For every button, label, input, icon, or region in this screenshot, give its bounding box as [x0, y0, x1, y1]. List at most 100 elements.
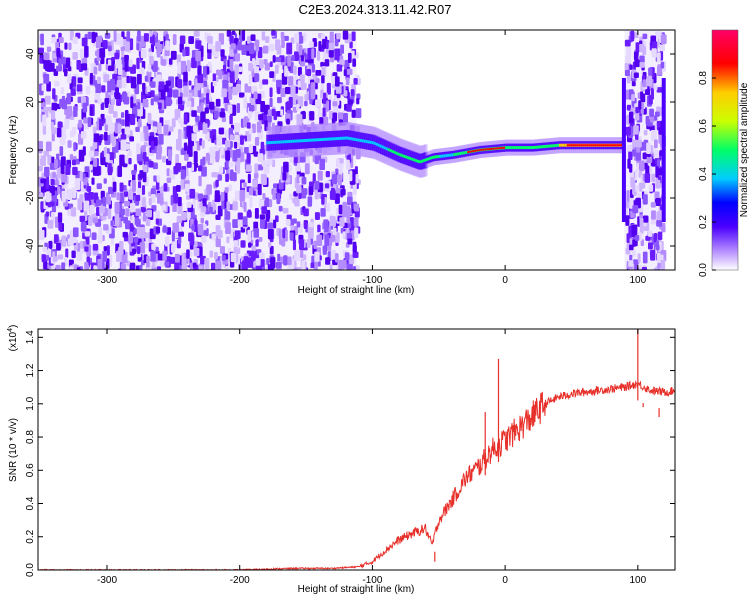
spectrogram-cell	[200, 111, 206, 122]
spectrogram-cell	[172, 203, 177, 213]
spectrogram-cell	[300, 82, 307, 90]
spectrogram-cell	[645, 235, 651, 241]
spectrogram-cell	[65, 163, 71, 175]
spectrogram-cell	[121, 269, 126, 270]
spectrogram-cell	[45, 178, 50, 190]
spectrogram-cell	[271, 159, 276, 168]
spectrogram-cell	[114, 201, 120, 214]
spectrogram-cell	[254, 73, 260, 82]
spectrogram-cell	[304, 163, 310, 175]
spectrogram-cell	[154, 136, 158, 146]
spectrogram-cell	[51, 212, 55, 223]
spectrogram-cell	[218, 127, 224, 135]
x-tick-label: 100	[629, 275, 646, 286]
spectrogram-cell	[633, 72, 639, 79]
spectrogram-ridge-peak	[592, 144, 596, 147]
spectrogram-cell	[112, 111, 118, 118]
spectrogram-cell	[72, 166, 78, 176]
spectrogram-cell	[257, 153, 264, 163]
spectrogram-cell	[197, 193, 204, 199]
spectrogram-cell	[103, 224, 109, 231]
spectrogram-cell	[281, 238, 286, 247]
spectrogram-cell	[661, 224, 666, 233]
spectrogram-cell	[241, 44, 247, 55]
spectrogram-cell	[625, 126, 631, 136]
spectrogram-cell	[266, 156, 273, 165]
spectrogram-cell	[83, 200, 90, 212]
spectrogram-cell	[78, 119, 83, 128]
spectrogram-cell	[222, 64, 227, 72]
spectrogram-cell	[108, 186, 115, 195]
spectrogram-cell	[269, 87, 273, 98]
spectrogram-cell	[296, 221, 301, 228]
spectrogram-cell	[322, 107, 326, 118]
spectrogram-cell	[214, 194, 221, 203]
spectrogram-cell	[173, 165, 179, 175]
spectrogram-cell	[305, 156, 310, 165]
spectrogram-cell	[166, 177, 172, 183]
spectrogram-cell	[52, 88, 56, 100]
spectrogram-noise	[38, 30, 667, 270]
spectrogram-cell	[297, 66, 302, 76]
spectrogram-cell	[153, 175, 157, 182]
spectrogram-cell	[326, 202, 331, 212]
spectrogram-cell	[84, 246, 89, 252]
spectrogram-cell	[227, 104, 233, 114]
spectrogram-cell	[283, 161, 289, 173]
spectrogram-cell	[319, 158, 326, 171]
spectrogram-cell	[129, 263, 136, 270]
spectrogram-cell	[202, 123, 208, 134]
spectrogram-cell	[177, 96, 183, 105]
spectrogram-cell	[298, 44, 303, 56]
spectrogram-cell	[244, 83, 248, 93]
spectrogram-cell	[225, 173, 229, 183]
spectrogram-cell	[168, 99, 173, 105]
spectrogram-cell	[267, 228, 274, 240]
spectrogram-cell	[42, 114, 47, 127]
spectrogram-cell	[309, 41, 314, 50]
spectrogram-cell	[287, 164, 292, 172]
spectrogram-cell	[329, 264, 333, 270]
spectrogram-cell	[260, 101, 266, 113]
spectrogram-cell	[234, 230, 241, 240]
spectrogram-cell	[248, 144, 253, 154]
spectrogram-cell	[332, 216, 336, 228]
spectrogram-cell	[141, 60, 146, 70]
spectrogram-cell	[314, 261, 318, 270]
x-tick-label: -300	[97, 275, 117, 286]
spectrogram-cell	[314, 212, 320, 220]
spectrogram-ridge-peak	[467, 151, 471, 154]
spectrogram-cell	[237, 41, 242, 51]
colorbar-tick-label: 0.8	[698, 71, 709, 85]
spectrogram-cell	[302, 32, 307, 42]
spectrogram-cell	[250, 252, 255, 262]
spectrogram-cell	[294, 51, 299, 61]
spectrogram-cell	[259, 199, 265, 208]
spectrogram-cell	[81, 37, 88, 47]
spectrogram-cell	[38, 47, 44, 54]
spectrogram-cell	[111, 136, 116, 147]
spectrogram-cell	[225, 150, 231, 161]
spectrogram-ridge-peak	[596, 144, 600, 147]
spectrogram-cell	[129, 222, 134, 232]
spectrogram-cell	[625, 215, 630, 226]
spectrogram-cell	[60, 162, 65, 174]
spectrogram-cell	[182, 49, 186, 57]
spectrogram-cell	[339, 59, 344, 65]
spectrogram-cell	[339, 217, 345, 227]
spectrogram-ridge-peak	[588, 144, 592, 147]
spectrogram-cell	[303, 254, 307, 261]
spectrogram-cell	[310, 82, 316, 88]
spectrogram-cell	[198, 175, 202, 187]
colorbar-gradient	[712, 30, 738, 270]
spectrogram-cell	[93, 66, 98, 75]
spectrogram-cell	[76, 267, 81, 270]
spectrogram-cell	[200, 217, 205, 224]
spectrogram-cell	[248, 127, 253, 135]
spectrogram-cell	[317, 170, 323, 181]
spectrogram-cell	[188, 232, 194, 242]
spectrogram-cell	[269, 97, 273, 108]
spectrogram-cell	[151, 243, 156, 251]
spectrogram-cell	[191, 110, 197, 117]
